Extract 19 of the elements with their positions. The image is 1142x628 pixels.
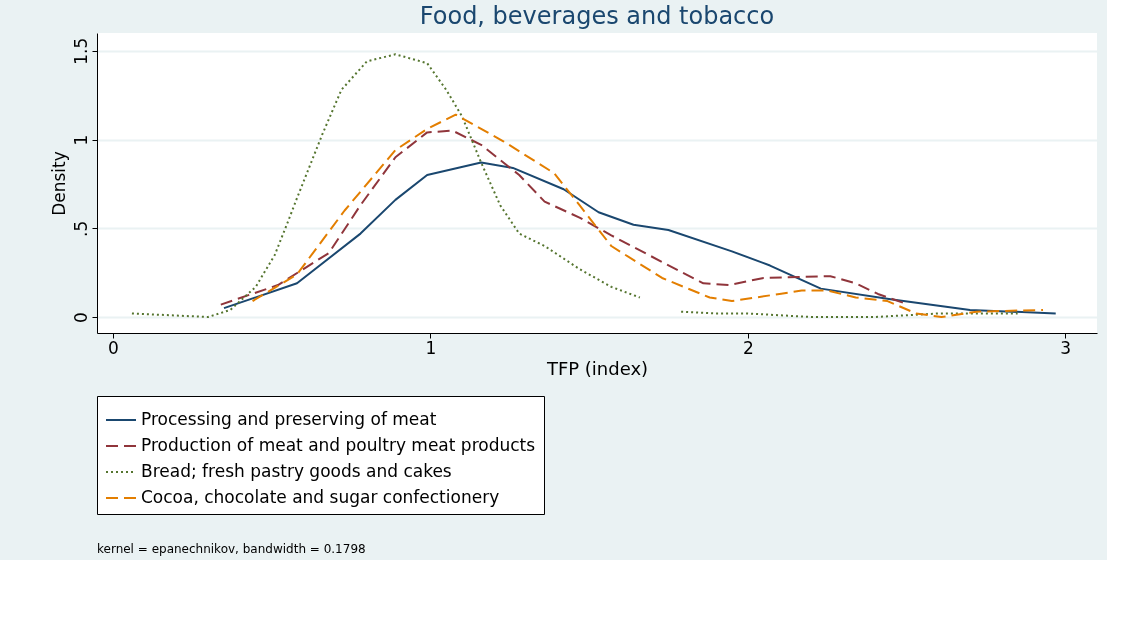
y-tick-label: 1: [70, 134, 91, 146]
x-tick-label: 0: [107, 337, 119, 358]
x-tick-label: 2: [742, 337, 754, 358]
legend-label: Bread; fresh pastry goods and cakes: [141, 461, 452, 481]
line-series: [251, 113, 1045, 319]
x-tick-label: 3: [1060, 337, 1072, 358]
y-axis-title: Density: [48, 151, 69, 216]
y-tick-label: 1.5: [70, 37, 91, 65]
x-axis-title: TFP (index): [545, 357, 649, 379]
y-tick-label: .5: [70, 220, 91, 237]
x-tick-label: 1: [425, 337, 437, 358]
y-tick-label: 0: [70, 312, 91, 323]
legend-label: Production of meat and poultry meat products: [141, 435, 536, 455]
legend-label: Processing and preserving of meat: [141, 409, 437, 429]
line-series: [222, 161, 1057, 315]
chart-title: Food, beverages and tobacco: [419, 2, 775, 30]
text: kernel = epanechnikov, bandwidth = 0.1798: [97, 542, 366, 556]
line-series: [219, 129, 905, 306]
legend-label: Cocoa, chocolate and sugar confectionery: [141, 487, 500, 507]
